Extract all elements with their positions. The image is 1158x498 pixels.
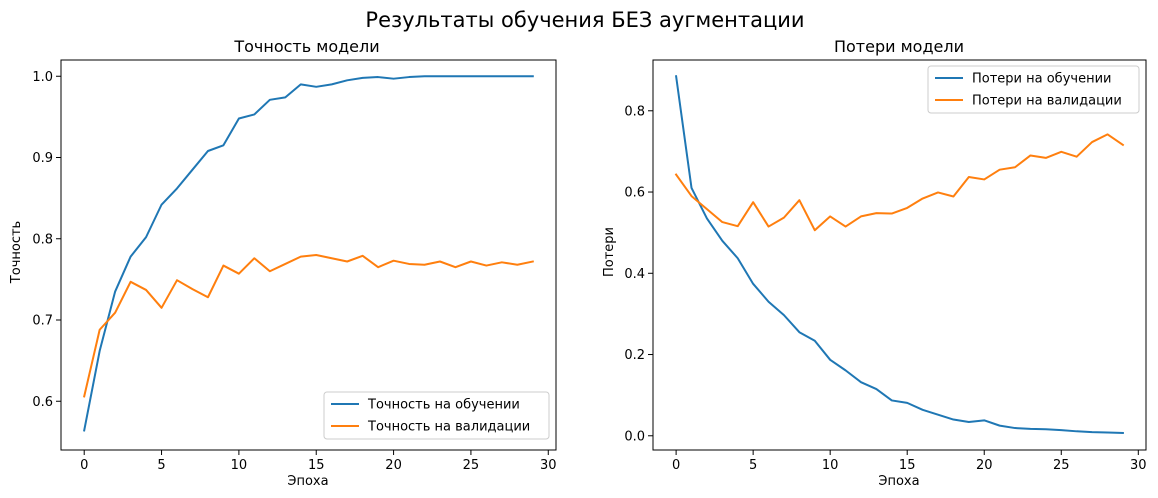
accuracy-y-tick-label: 0.8	[32, 232, 53, 247]
accuracy-series-val-line	[82, 254, 534, 398]
loss-y-axis-label: Потери	[602, 227, 617, 277]
accuracy-y-axis-label: Точность	[9, 221, 24, 284]
loss-legend: Потери на обучении Потери на валидации	[927, 65, 1140, 114]
loss-x-axis-label: Эпоха	[878, 474, 919, 489]
accuracy-axes-frame	[60, 59, 557, 451]
loss-y-tick-label: 0.8	[624, 104, 645, 119]
accuracy-legend-label-train: Точность на обучении	[367, 398, 520, 413]
loss-legend-box	[927, 65, 1140, 114]
accuracy-x-tick-label: 10	[231, 458, 248, 473]
accuracy-panel: Точность модели Эпоха Точность 0 5 10 15 20 2…	[9, 37, 557, 489]
loss-legend-label-train: Потери на обучении	[972, 72, 1111, 87]
loss-y-tick-label: 0.0	[624, 429, 645, 444]
loss-legend-label-val: Потери на валидации	[972, 94, 1122, 109]
loss-x-tick-label: 25	[1053, 458, 1070, 473]
loss-x-tick-label: 30	[1130, 458, 1147, 473]
loss-x-tick-label: 10	[822, 458, 839, 473]
accuracy-x-axis-label: Эпоха	[287, 474, 328, 489]
figure-title: Результаты обучения БЕЗ аугментации	[365, 8, 804, 32]
accuracy-y-tick-label: 1.0	[32, 70, 53, 85]
loss-y-tick-label: 0.2	[624, 348, 645, 363]
accuracy-panel-title: Точность модели	[233, 37, 379, 56]
accuracy-x-tick-label: 25	[463, 458, 480, 473]
accuracy-x-tick-label: 5	[157, 458, 165, 473]
loss-panel: Потери модели Эпоха Потери 0 5 10 15 20 25 30 0…	[602, 37, 1147, 489]
loss-y-tick-label: 0.4	[624, 267, 645, 282]
accuracy-x-tick-label: 20	[385, 458, 402, 473]
accuracy-legend-label-val: Точность на валидации	[367, 420, 530, 435]
accuracy-x-tick-label: 30	[540, 458, 557, 473]
loss-y-tick-label: 0.6	[624, 186, 645, 201]
loss-axes-frame	[652, 59, 1147, 451]
accuracy-x-tick-label: 15	[308, 458, 325, 473]
accuracy-legend-box	[323, 391, 550, 440]
accuracy-y-tick-label: 0.9	[32, 151, 53, 166]
accuracy-series-train-line	[83, 75, 534, 432]
loss-x-tick-label: 15	[899, 458, 916, 473]
loss-panel-title: Потери модели	[834, 37, 964, 56]
accuracy-legend: Точность на обучении Точность на валидаци…	[323, 391, 550, 440]
loss-x-tick-label: 20	[976, 458, 993, 473]
accuracy-y-tick-label: 0.6	[32, 395, 53, 410]
accuracy-x-tick-label: 0	[80, 458, 88, 473]
loss-series-train-line	[674, 75, 1124, 434]
loss-series-val-line	[674, 133, 1125, 232]
loss-x-tick-label: 5	[749, 458, 757, 473]
accuracy-y-tick-label: 0.7	[32, 314, 53, 329]
loss-x-tick-label: 0	[672, 458, 680, 473]
